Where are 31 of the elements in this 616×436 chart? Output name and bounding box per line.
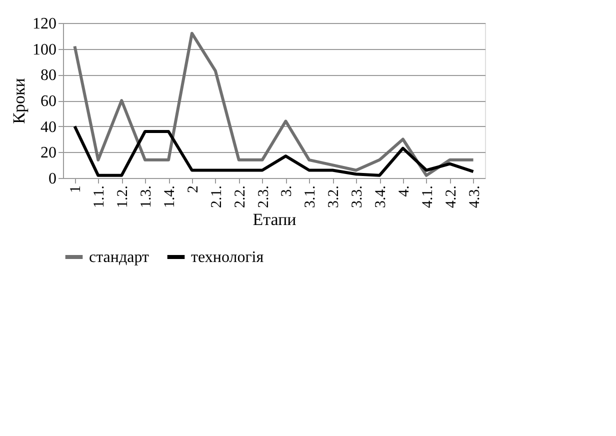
x-tick-label: 2.2. bbox=[232, 186, 248, 208]
x-tick-label: 3.4. bbox=[373, 186, 389, 208]
x-tick-label: 3.2. bbox=[326, 186, 342, 208]
legend-label: технологія bbox=[191, 249, 264, 266]
y-axis-title: Кроки bbox=[10, 78, 28, 124]
x-tick-label: 1.2. bbox=[115, 186, 132, 208]
x-tick-label: 1.4. bbox=[162, 186, 178, 208]
line-series bbox=[73, 32, 475, 177]
y-tick-label: 20 bbox=[40, 144, 56, 162]
line-series bbox=[73, 124, 475, 177]
x-tick-label: 2.3. bbox=[256, 186, 272, 208]
y-tick-label: 80 bbox=[40, 67, 56, 84]
x-tick-label: 4.1. bbox=[420, 186, 436, 208]
x-tick-label: 4. bbox=[396, 186, 412, 197]
x-tick-label: 2.1. bbox=[208, 186, 225, 208]
x-tick-label: 1 bbox=[68, 186, 84, 193]
legend-label: стандарт bbox=[89, 249, 149, 266]
x-tick-label: 3.3. bbox=[350, 186, 366, 208]
x-tick-label: 1.3. bbox=[138, 186, 155, 208]
x-tick-label: 4.3. bbox=[466, 186, 483, 208]
x-tick-label: 3.1. bbox=[302, 186, 319, 208]
x-tick-label: 3. bbox=[279, 186, 296, 197]
x-tick-label: 4.2. bbox=[443, 186, 460, 208]
x-tick-label: 2 bbox=[185, 186, 202, 193]
y-tick-label: 120 bbox=[32, 16, 56, 32]
y-tick-label: 0 bbox=[48, 170, 56, 188]
y-tick-label: 40 bbox=[40, 118, 56, 136]
x-tick-label: 1.1. bbox=[92, 186, 108, 208]
y-tick-label: 100 bbox=[32, 41, 56, 58]
y-tick-label: 60 bbox=[40, 93, 56, 110]
x-axis-title: Етапи bbox=[252, 210, 296, 229]
